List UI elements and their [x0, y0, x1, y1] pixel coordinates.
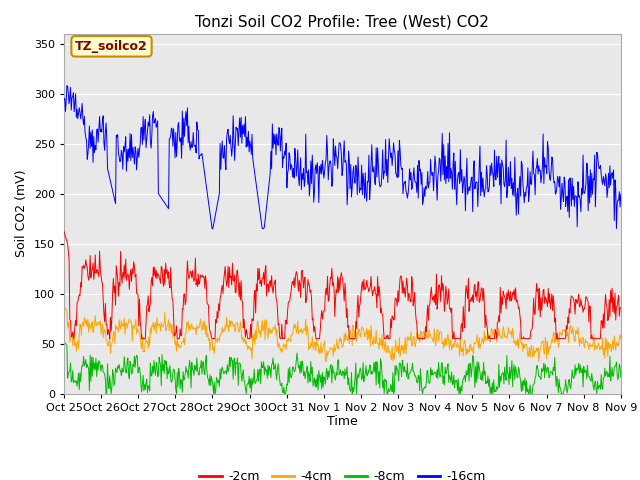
Title: Tonzi Soil CO2 Profile: Tree (West) CO2: Tonzi Soil CO2 Profile: Tree (West) CO2 — [195, 15, 490, 30]
Y-axis label: Soil CO2 (mV): Soil CO2 (mV) — [15, 170, 28, 257]
X-axis label: Time: Time — [327, 415, 358, 429]
Legend: -2cm, -4cm, -8cm, -16cm: -2cm, -4cm, -8cm, -16cm — [194, 465, 491, 480]
Text: TZ_soilco2: TZ_soilco2 — [75, 40, 148, 53]
